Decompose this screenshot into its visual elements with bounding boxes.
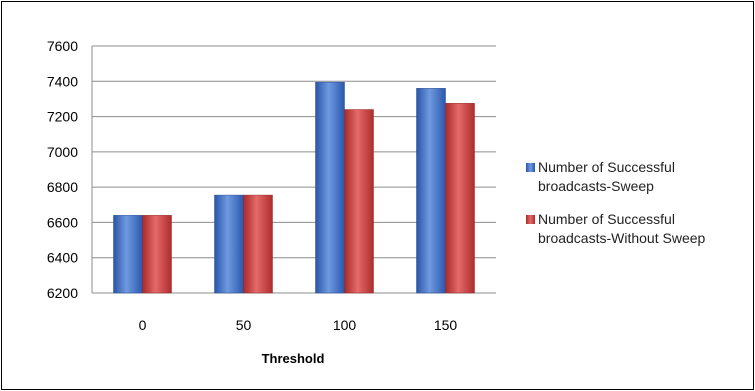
x-tick-label: 100 xyxy=(333,317,357,333)
y-tick-label: 7400 xyxy=(47,73,78,89)
bar-without-sweep-50 xyxy=(243,194,273,294)
tick-labels: 6200 6400 6600 6800 7000 7200 7400 7600 0 50 100 15… xyxy=(47,38,458,333)
bar-without-sweep-0 xyxy=(142,215,172,294)
legend-swatch-sweep xyxy=(526,163,535,172)
legend-swatch-without-sweep xyxy=(526,215,535,224)
y-tick-label: 7600 xyxy=(47,38,78,54)
bar-sweep-100 xyxy=(315,81,345,294)
bar-sweep-150 xyxy=(416,88,446,294)
x-axis-title: Threshold xyxy=(262,351,325,366)
legend-item-without-sweep: Number of Successful broadcasts-Without … xyxy=(526,210,751,248)
y-tick-label: 6600 xyxy=(47,214,78,230)
legend: Number of Successful broadcasts-Sweep Nu… xyxy=(526,158,751,262)
legend-label-sweep: Number of Successful broadcasts-Sweep xyxy=(538,159,675,194)
y-tick-label: 7000 xyxy=(47,144,78,160)
bar-sweep-0 xyxy=(113,215,143,294)
y-tick-label: 7200 xyxy=(47,109,78,125)
bars xyxy=(113,81,475,294)
x-tick-label: 50 xyxy=(236,317,252,333)
y-tick-label: 6800 xyxy=(47,179,78,195)
y-tick-label: 6400 xyxy=(47,250,78,266)
legend-label-without-sweep: Number of Successful broadcasts-Without … xyxy=(538,211,706,246)
x-tick-label: 0 xyxy=(139,317,147,333)
y-tick-label: 6200 xyxy=(47,285,78,301)
bar-sweep-50 xyxy=(214,194,244,294)
bar-without-sweep-150 xyxy=(445,103,475,294)
x-tick-label: 150 xyxy=(434,317,458,333)
legend-item-sweep: Number of Successful broadcasts-Sweep xyxy=(526,158,751,196)
bar-without-sweep-100 xyxy=(344,109,374,294)
